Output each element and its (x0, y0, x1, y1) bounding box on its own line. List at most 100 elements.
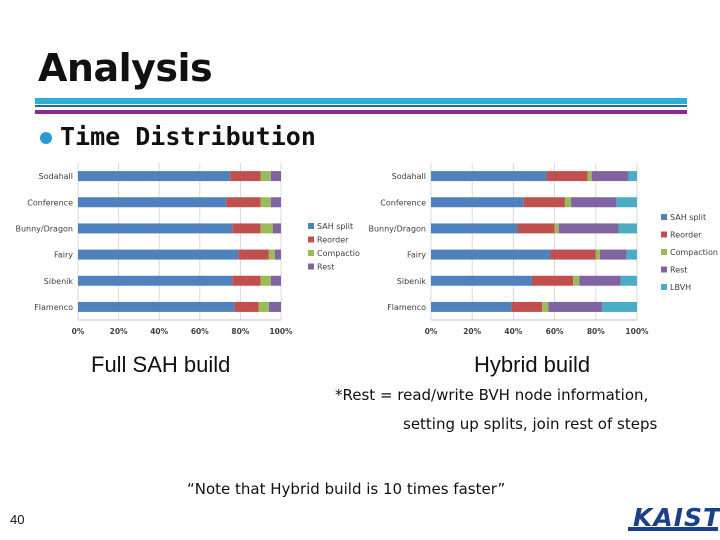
legend-swatch-compaction (661, 249, 667, 255)
category-label: Sodahall (39, 172, 73, 181)
legend-label-compaction: Compaction (317, 249, 360, 258)
bar-rest (599, 249, 627, 260)
legend-label-lbvh: LBVH (670, 283, 691, 292)
x-tick-label: 60% (546, 327, 564, 336)
legend-swatch-lbvh (661, 284, 667, 290)
bar-compaction (260, 223, 273, 234)
chart-full-sah: 0% 20% 40% 60% 80% 100% Sodahall Conference Bunn… (15, 163, 360, 336)
title-rule-blue (35, 98, 687, 104)
bar-sah-split (431, 197, 524, 208)
bar-compaction (260, 275, 271, 286)
bar-sah-split (431, 223, 518, 234)
bar-reorder (531, 275, 574, 286)
caption-full-sah: Full SAH build (91, 352, 231, 377)
bar-lbvh (616, 197, 637, 208)
bar-sah-split (431, 275, 532, 286)
bar-reorder (230, 171, 261, 182)
x-tick-label: 20% (463, 327, 481, 336)
bar-reorder (238, 249, 269, 260)
bar-rest (591, 171, 629, 182)
legend-swatch-reorder (308, 236, 314, 243)
bar-reorder (517, 223, 555, 234)
category-label: Conference (380, 198, 426, 207)
bar-sah-split (78, 197, 227, 208)
bar-rest (268, 301, 281, 312)
bar-reorder (232, 223, 261, 234)
bar-sah-split (78, 223, 233, 234)
legend-label-sah-split: SAH split (317, 222, 353, 231)
bar-rest (270, 197, 281, 208)
bar-sah-split (78, 301, 235, 312)
category-label: Flamenco (387, 303, 426, 312)
chart-hybrid: 0% 20% 40% 60% 80% 100% Sodahall Conference Bunn… (368, 163, 718, 336)
bullet-heading: Time Distribution (60, 122, 316, 151)
bar-compaction (260, 197, 271, 208)
x-tick-label: 80% (587, 327, 605, 336)
bar-reorder (226, 197, 261, 208)
legend-label-compaction: Compaction (670, 248, 718, 257)
title-rule-dark (35, 105, 687, 107)
bar-rest (270, 275, 281, 286)
caption-hybrid: Hybrid build (474, 352, 591, 377)
category-label: Conference (27, 198, 73, 207)
bar-reorder (232, 275, 261, 286)
bar-compaction (587, 171, 592, 182)
legend-swatch-rest (661, 266, 667, 273)
category-label: Sibenik (44, 277, 74, 286)
legend-swatch-compaction (308, 250, 314, 256)
bar-compaction (573, 275, 580, 286)
bar-sah-split (431, 171, 547, 182)
bar-compaction (260, 171, 271, 182)
bar-reorder (511, 301, 543, 312)
bar-rest (558, 223, 619, 234)
slide-title: Analysis (38, 46, 213, 90)
bar-sah-split (78, 275, 233, 286)
x-tick-label: 0% (72, 327, 85, 336)
x-tick-label: 100% (625, 327, 649, 336)
bar-compaction (268, 249, 275, 260)
bar-rest (272, 223, 281, 234)
x-tick-label: 60% (191, 327, 209, 336)
legend-label-rest: Rest (670, 266, 687, 275)
legend-label-reorder: Reorder (317, 236, 349, 245)
legend-swatch-rest (308, 263, 314, 270)
category-label: Fairy (407, 251, 426, 260)
bar-rest (579, 275, 621, 286)
bar-compaction (554, 223, 559, 234)
bar-lbvh (620, 275, 637, 286)
bar-reorder (546, 171, 588, 182)
bar-reorder (550, 249, 596, 260)
x-tick-label: 100% (269, 327, 293, 336)
category-label: Sibenik (397, 277, 427, 286)
category-label: Bunny/Dragon (368, 224, 426, 233)
bar-rest (270, 171, 281, 182)
x-tick-label: 20% (110, 327, 128, 336)
bar-lbvh (628, 171, 637, 182)
x-tick-label: 40% (150, 327, 168, 336)
bar-rest (571, 197, 617, 208)
x-tick-label: 80% (231, 327, 249, 336)
bar-sah-split (78, 171, 231, 182)
rest-note-line1: *Rest = read/write BVH node information, (335, 386, 649, 404)
bar-rest (548, 301, 602, 312)
bar-compaction (542, 301, 549, 312)
bar-lbvh (618, 223, 637, 234)
bar-sah-split (431, 249, 551, 260)
category-label: Bunny/Dragon (15, 224, 73, 233)
title-rule-purple (35, 110, 687, 114)
category-label: Sodahall (392, 172, 426, 181)
bar-reorder (523, 197, 565, 208)
page-number: 40 (10, 512, 25, 527)
bar-compaction (595, 249, 600, 260)
legend-label-reorder: Reorder (670, 231, 702, 240)
legend-label-rest: Rest (317, 263, 334, 272)
bar-sah-split (431, 301, 512, 312)
bar-reorder (234, 301, 259, 312)
legend-swatch-sah-split (308, 223, 314, 229)
kaist-logo-bar (628, 527, 718, 531)
category-label: Fairy (54, 251, 73, 260)
bar-sah-split (78, 249, 239, 260)
bar-lbvh (626, 249, 637, 260)
x-tick-label: 0% (425, 327, 438, 336)
bar-compaction (564, 197, 572, 208)
